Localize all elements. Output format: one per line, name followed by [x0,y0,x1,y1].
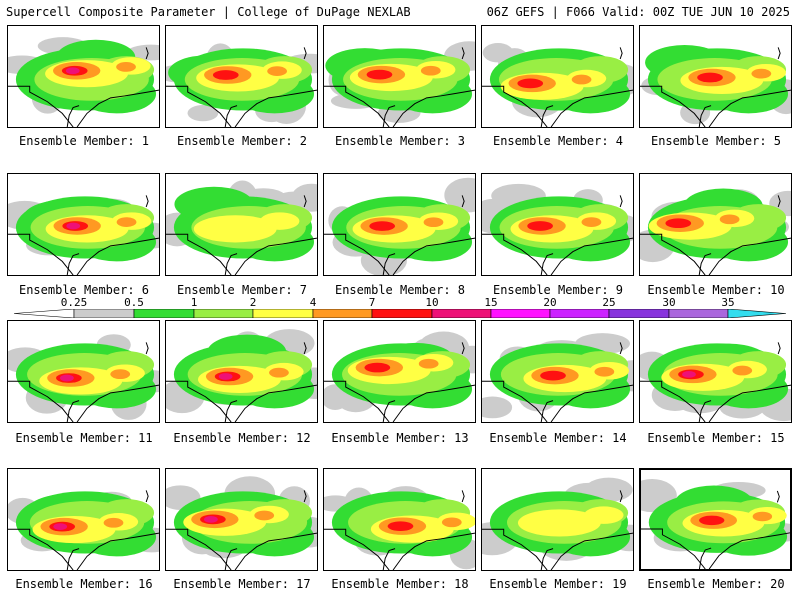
ensemble-panel-3[interactable] [323,25,476,128]
scp-map [324,331,475,422]
scp-map [8,490,159,570]
ensemble-panel-2[interactable] [165,25,318,128]
scp-map [166,476,317,570]
colorbar-segment [431,309,492,318]
scp-map [482,477,633,570]
colorbar-segment [133,309,195,318]
scp-map [166,180,317,275]
colorbar-scale [14,309,786,318]
colorbar-segment [727,309,786,318]
colorbar-tick-label: 30 [662,296,676,309]
colorbar-segment [549,309,610,318]
ensemble-member-label: Ensemble Member: 1 [18,134,150,148]
colorbar-segment [312,309,373,318]
colorbar-tick-label: 25 [602,296,616,309]
ensemble-panel-20[interactable] [639,468,792,571]
ensemble-member-label: Ensemble Member: 3 [334,134,466,148]
ensemble-panel-6[interactable] [7,173,160,276]
ensemble-member-label: Ensemble Member: 13 [331,431,469,445]
scp-map [8,37,159,127]
ensemble-panel-8[interactable] [323,173,476,276]
ensemble-member-label: Ensemble Member: 7 [176,283,308,297]
model-valid-time: 06Z GEFS | F066 Valid: 00Z TUE JUN 10 20… [486,5,790,19]
ensemble-panel-10[interactable] [639,173,792,276]
colorbar-segment [490,309,551,318]
scp-map [324,486,475,570]
ensemble-panel-9[interactable] [481,173,634,276]
ensemble-panel-4[interactable] [481,25,634,128]
ensemble-member-label: Ensemble Member: 4 [492,134,624,148]
ensemble-panel-18[interactable] [323,468,476,571]
ensemble-panel-7[interactable] [165,173,318,276]
ensemble-member-label: Ensemble Member: 12 [173,431,311,445]
ensemble-panel-11[interactable] [7,320,160,423]
ensemble-member-label: Ensemble Member: 10 [647,283,785,297]
colorbar-tick-label: 10 [425,296,439,309]
ensemble-member-label: Ensemble Member: 6 [18,283,150,297]
ensemble-panel-5[interactable] [639,25,792,128]
scp-map [166,43,317,127]
ensemble-panel-12[interactable] [165,320,318,423]
colorbar-tick-label: 20 [543,296,557,309]
colorbar-tick-label: 4 [309,296,317,309]
ensemble-panel-14[interactable] [481,320,634,423]
ensemble-member-label: Ensemble Member: 17 [173,577,311,591]
scp-map [640,342,791,422]
ensemble-panel-15[interactable] [639,320,792,423]
ensemble-panel-1[interactable] [7,25,160,128]
ensemble-member-label: Ensemble Member: 15 [647,431,785,445]
colorbar-segment [668,309,729,318]
ensemble-member-label: Ensemble Member: 16 [15,577,153,591]
product-title: Supercell Composite Parameter | College … [6,5,411,19]
colorbar-tick-label: 2 [249,296,257,309]
ensemble-member-label: Ensemble Member: 20 [647,577,785,591]
scp-map [324,41,475,127]
scp-map [324,177,475,275]
ensemble-panel-16[interactable] [7,468,160,571]
scp-map [640,188,791,275]
colorbar-tick-label: 0.25 [60,296,88,309]
colorbar-segment [73,309,135,318]
colorbar-segment [608,309,670,318]
colorbar-tick-label: 15 [484,296,498,309]
ensemble-member-label: Ensemble Member: 18 [331,577,469,591]
ensemble-panel-19[interactable] [481,468,634,571]
ensemble-panel-17[interactable] [165,468,318,571]
ensemble-member-label: Ensemble Member: 8 [334,283,466,297]
colorbar-segment [14,309,75,318]
ensemble-member-label: Ensemble Member: 5 [650,134,782,148]
scp-map [482,183,633,275]
ensemble-member-label: Ensemble Member: 2 [176,134,308,148]
scp-map [641,479,790,569]
ensemble-member-label: Ensemble Member: 9 [492,283,624,297]
colorbar-tick-label: 0.5 [124,296,144,309]
colorbar-legend: 0.25 0.5 1 2 4 7 10 15 20 25 30 35 [14,296,786,322]
colorbar-segment [193,309,254,318]
ensemble-panel-13[interactable] [323,320,476,423]
scp-map [166,329,317,422]
colorbar-tick-label: 7 [368,296,376,309]
colorbar-segment [252,309,314,318]
colorbar-tick-label: 1 [190,296,198,309]
scp-map [8,195,159,275]
scp-map [482,333,633,422]
colorbar-tick-label: 35 [721,296,735,309]
scp-map [482,43,633,127]
scp-map [8,334,159,422]
ensemble-member-label: Ensemble Member: 19 [489,577,627,591]
scp-map [640,45,791,127]
ensemble-member-label: Ensemble Member: 14 [489,431,627,445]
ensemble-member-label: Ensemble Member: 11 [15,431,153,445]
colorbar-segment [371,309,433,318]
